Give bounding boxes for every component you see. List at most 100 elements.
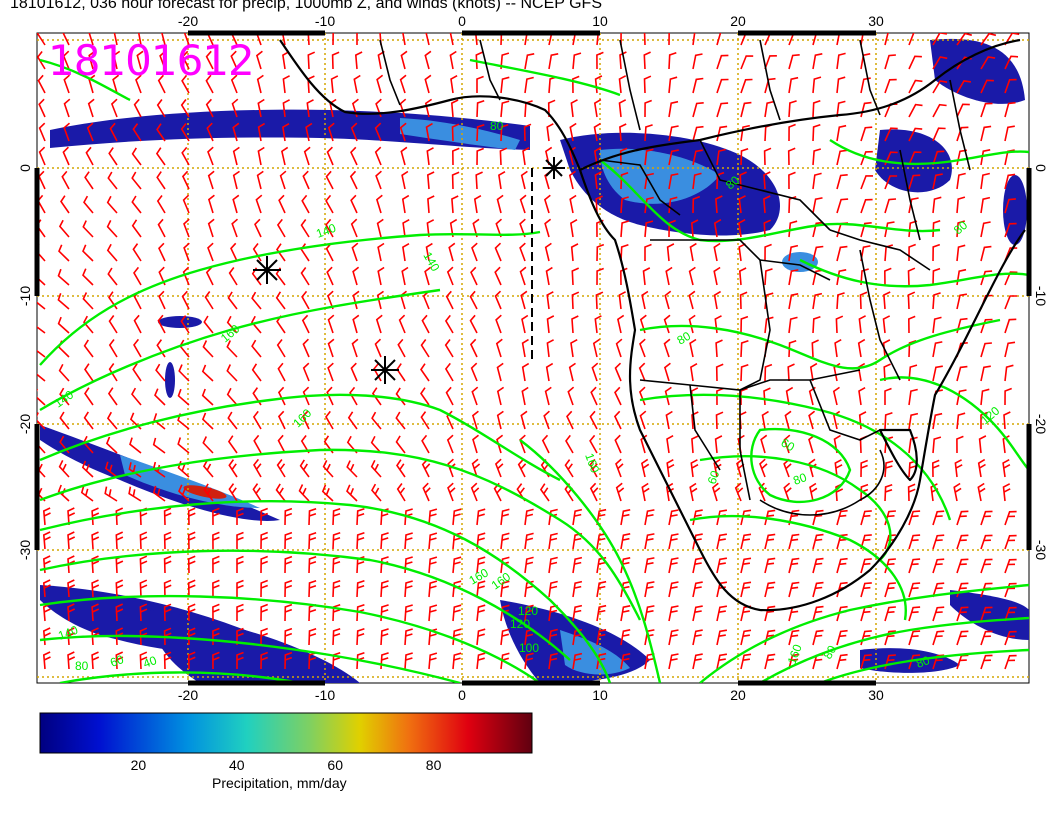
frame-ticks bbox=[34, 30, 1032, 686]
wind-barb bbox=[932, 582, 945, 598]
wind-barb bbox=[207, 242, 214, 262]
wind-barb bbox=[1004, 101, 1016, 118]
wind-barb bbox=[1004, 341, 1016, 358]
wind-barb bbox=[421, 458, 431, 478]
wind-barb bbox=[764, 268, 773, 286]
wind-barb bbox=[908, 558, 921, 574]
wind-barb bbox=[908, 197, 919, 214]
wind-barb bbox=[207, 170, 215, 190]
wind-barb bbox=[236, 603, 244, 621]
wind-barb bbox=[692, 172, 702, 190]
wind-barb bbox=[82, 244, 94, 262]
wind-barb bbox=[85, 146, 94, 166]
wind-barb bbox=[107, 387, 118, 406]
wind-barb bbox=[500, 33, 503, 46]
wind-barb bbox=[428, 604, 438, 622]
wind-barb bbox=[226, 387, 238, 406]
wind-barb bbox=[740, 387, 748, 405]
wind-barb bbox=[278, 194, 286, 214]
wind-barb bbox=[908, 174, 921, 190]
wind-barb bbox=[716, 557, 728, 574]
wind-barb bbox=[545, 266, 553, 286]
wind-barb bbox=[740, 653, 752, 670]
wind-barb bbox=[668, 76, 678, 94]
wind-barb bbox=[131, 171, 142, 190]
wind-barb bbox=[836, 557, 848, 574]
wind-barb bbox=[832, 410, 841, 430]
wind-barb bbox=[522, 147, 530, 166]
lon-tick-label: 0 bbox=[458, 687, 466, 703]
lat-tick-label: -20 bbox=[1033, 414, 1049, 434]
wind-barb bbox=[644, 509, 655, 526]
wind-barb bbox=[524, 53, 535, 70]
wind-barb bbox=[523, 123, 532, 142]
wind-barb bbox=[589, 482, 599, 502]
wind-barb bbox=[37, 326, 46, 334]
wind-barb bbox=[956, 558, 969, 574]
colorbar-tick-label: 60 bbox=[327, 757, 343, 773]
wind-barb bbox=[569, 122, 577, 142]
wind-barb bbox=[302, 386, 310, 406]
wind-barb bbox=[788, 653, 800, 670]
wind-barb bbox=[107, 267, 118, 286]
wind-barb bbox=[980, 654, 993, 670]
wind-barb bbox=[86, 122, 94, 142]
contour-label: 120 bbox=[510, 617, 530, 631]
wind-barb bbox=[593, 98, 602, 118]
wind-barb bbox=[811, 339, 819, 358]
wind-barb bbox=[256, 170, 264, 190]
wind-barb bbox=[181, 50, 190, 70]
wind-barb bbox=[640, 434, 648, 454]
wind-barb bbox=[302, 170, 310, 190]
wind-barb bbox=[763, 195, 771, 214]
wind-barb bbox=[860, 126, 873, 142]
wind-barb bbox=[226, 340, 238, 358]
wind-barb bbox=[688, 266, 696, 286]
wind-barb bbox=[956, 389, 967, 406]
wind-barb bbox=[37, 412, 46, 430]
wind-barb bbox=[307, 33, 310, 46]
wind-barb bbox=[187, 579, 196, 598]
wind-barb bbox=[956, 534, 969, 550]
wind-barb bbox=[980, 342, 992, 358]
wind-barb bbox=[692, 605, 703, 622]
wind-barb bbox=[956, 606, 969, 622]
wind-barb bbox=[106, 411, 118, 430]
wind-barb bbox=[476, 147, 484, 166]
wind-barb bbox=[764, 533, 776, 550]
wind-barb bbox=[788, 195, 797, 214]
contour-label: 140 bbox=[56, 623, 80, 643]
wind-barb bbox=[620, 33, 622, 46]
wind-barb bbox=[396, 483, 406, 502]
wind-barb bbox=[519, 242, 526, 262]
lat-tick-label: -30 bbox=[17, 540, 33, 560]
wind-barb bbox=[539, 483, 550, 502]
wind-barb bbox=[275, 291, 286, 310]
wind-barb bbox=[519, 266, 527, 286]
wind-barb bbox=[202, 340, 214, 358]
wind-barb bbox=[58, 219, 70, 238]
precip-se bbox=[950, 590, 1029, 640]
wind-barb bbox=[374, 146, 382, 166]
wind-barb bbox=[836, 653, 848, 670]
wind-barb bbox=[692, 629, 703, 646]
wind-barb bbox=[83, 339, 94, 358]
wind-barb bbox=[908, 79, 923, 94]
wind-barb bbox=[495, 314, 502, 334]
wind-barb bbox=[281, 33, 286, 46]
wind-barb bbox=[1004, 33, 1020, 46]
wind-barb bbox=[377, 242, 385, 262]
wind-barb bbox=[452, 628, 462, 646]
wind-barb bbox=[714, 435, 723, 454]
wind-barb bbox=[524, 508, 534, 526]
wind-barb bbox=[332, 580, 341, 598]
wind-barb bbox=[980, 33, 997, 46]
wind-barb bbox=[1004, 295, 1018, 310]
wind-barb bbox=[227, 411, 238, 430]
wind-barb bbox=[402, 219, 410, 238]
precip-central bbox=[782, 252, 818, 272]
wind-barb bbox=[977, 458, 986, 478]
wind-barb bbox=[395, 387, 406, 406]
wind-barb bbox=[740, 581, 752, 598]
wind-barb bbox=[788, 220, 798, 238]
